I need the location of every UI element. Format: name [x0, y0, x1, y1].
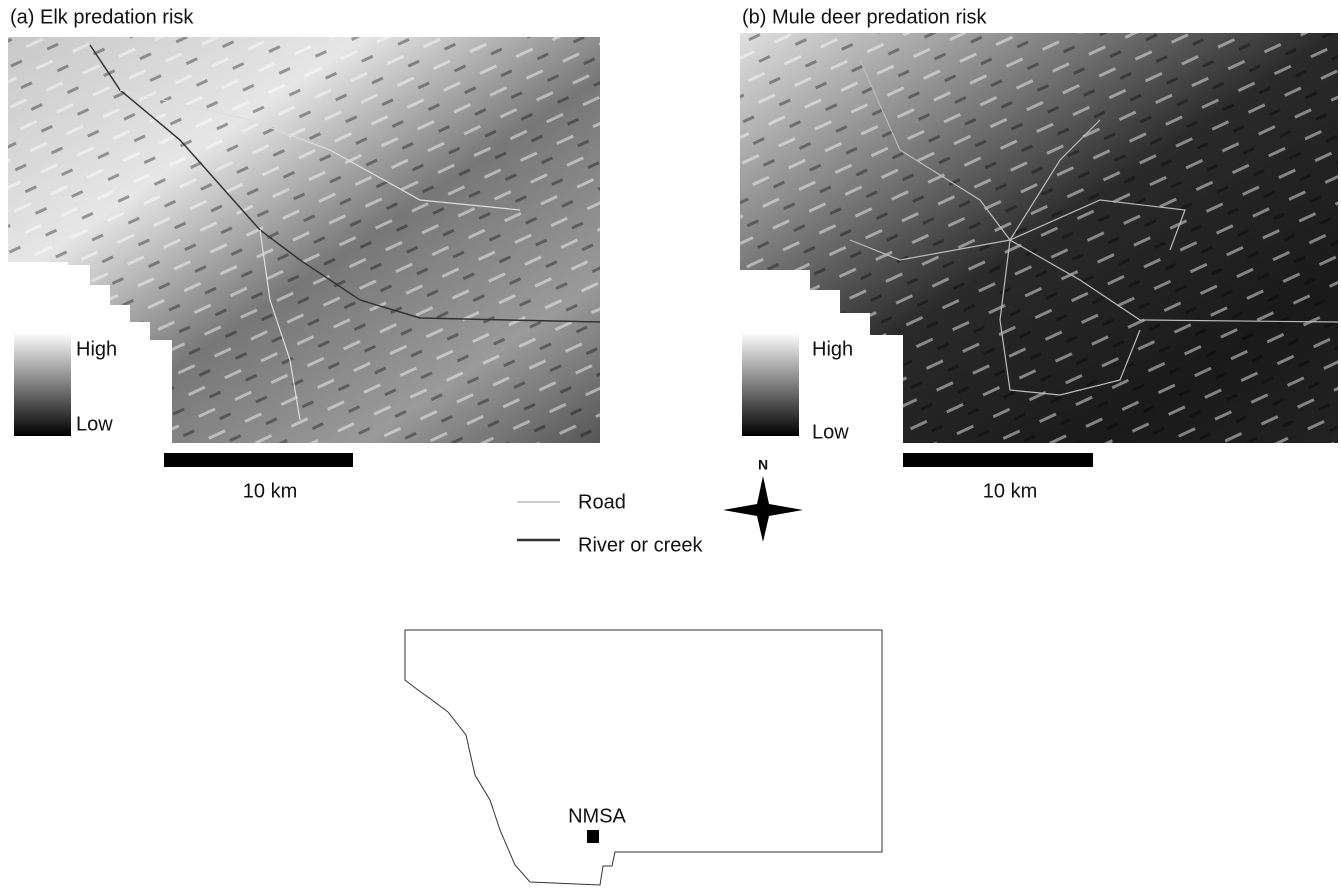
scale-bar	[903, 453, 1093, 467]
compass-label: N	[758, 457, 768, 473]
legend-low: Low	[76, 413, 113, 435]
legend-road: Road	[578, 491, 626, 513]
study-area	[587, 830, 599, 843]
compass-rose	[723, 476, 803, 542]
panel-title: (b) Mule deer predation risk	[742, 6, 988, 28]
legend-high: High	[812, 338, 853, 360]
scale-bar	[164, 453, 353, 467]
legend-low: Low	[812, 421, 849, 443]
legend-high: High	[76, 338, 117, 360]
panel-title: (a) Elk predation risk	[10, 6, 194, 28]
map-a	[8, 37, 601, 443]
legend-gradient	[742, 332, 799, 436]
legend-gradient	[14, 332, 71, 436]
inset-label: NMSA	[568, 805, 626, 827]
legend-river: River or creek	[578, 534, 703, 556]
scale-label: 10 km	[983, 480, 1037, 502]
state-outline	[404, 629, 883, 886]
scale-label: 10 km	[243, 480, 297, 502]
map-b	[740, 33, 1339, 443]
